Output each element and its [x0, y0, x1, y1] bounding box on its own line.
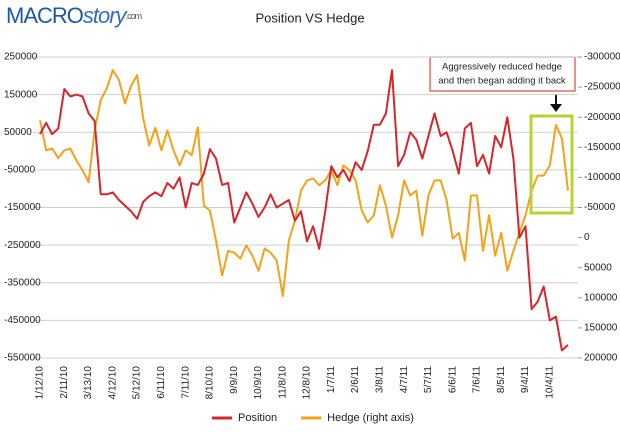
y-tick-label: -350000	[4, 277, 41, 288]
logo-accent: story	[83, 3, 129, 28]
legend-label: Position	[238, 412, 277, 424]
chart-title: Position VS Hedge	[255, 10, 364, 25]
x-tick-label: 4/12/10	[107, 366, 118, 400]
x-tick-label: 11/8/10	[277, 366, 288, 399]
logo: MACROstory.com	[6, 3, 142, 28]
arrow-head	[550, 104, 562, 112]
x-tick-label: 1/12/10	[35, 366, 46, 400]
x-tick-label: 6/11/10	[156, 366, 167, 399]
y2-tick-label: -250000	[584, 82, 620, 93]
y2-tick-label: 100000	[584, 292, 618, 303]
y-tick-label: -50000	[4, 165, 36, 176]
highlight-box	[529, 114, 574, 215]
y-tick-label: 250000	[4, 52, 38, 63]
annotation: Aggressively reduced hedge	[442, 62, 562, 73]
x-tick-label: 2/6/11	[350, 366, 361, 393]
x-tick-label: 10/9/10	[253, 366, 264, 400]
y2-tick-label: -50000	[584, 202, 616, 213]
x-tick-label: 3/8/11	[375, 366, 386, 393]
y2-tick-label: -100000	[584, 172, 620, 183]
y2-tick-label: 150000	[584, 323, 618, 334]
x-tick-label: 5/7/11	[423, 366, 434, 393]
logo-main: MACRO	[6, 3, 84, 28]
y2-tick-label: -150000	[584, 142, 620, 153]
x-tick-label: 5/12/10	[132, 366, 143, 400]
y-tick-label: -150000	[4, 202, 41, 213]
series-line	[39, 69, 569, 297]
x-tick-label: 12/8/10	[302, 366, 313, 400]
y-tick-label: -450000	[4, 315, 41, 326]
series-line	[39, 69, 569, 352]
annotation-box	[429, 56, 576, 92]
x-tick-label: 3/13/10	[83, 366, 94, 400]
x-tick-label: 7/11/10	[180, 366, 191, 399]
x-tick-label: 4/7/11	[399, 366, 410, 393]
y2-tick-label: 0	[584, 232, 590, 243]
x-tick-label: 2/11/10	[59, 366, 70, 399]
x-tick-label: 10/4/11	[544, 366, 555, 399]
y2-tick-label: 200000	[584, 353, 618, 364]
y2-tick-label: -300000	[584, 52, 620, 63]
x-tick-label: 6/6/11	[447, 366, 458, 393]
x-tick-label: 8/10/10	[205, 366, 216, 400]
y-tick-label: -250000	[4, 240, 41, 251]
x-tick-label: 9/4/11	[520, 366, 531, 393]
legend-label: Hedge (right axis)	[327, 412, 414, 424]
y-tick-label: 150000	[4, 89, 38, 100]
x-tick-label: 8/5/11	[496, 366, 507, 393]
annotation: and then began adding it back	[438, 76, 566, 87]
plot: 250000 150000 50000 -50000 -150000 -250000 -35…	[4, 52, 620, 424]
y-tick-label: -550000	[4, 353, 41, 364]
logo-suffix: .com	[126, 11, 142, 21]
y2-tick-label: 50000	[584, 262, 612, 273]
y2-tick-label: -200000	[584, 112, 620, 123]
y-tick-label: 50000	[4, 127, 32, 138]
x-tick-label: 1/7/11	[326, 366, 337, 393]
x-tick-label: 7/6/11	[472, 366, 483, 393]
x-tick-label: 9/9/10	[229, 366, 240, 394]
